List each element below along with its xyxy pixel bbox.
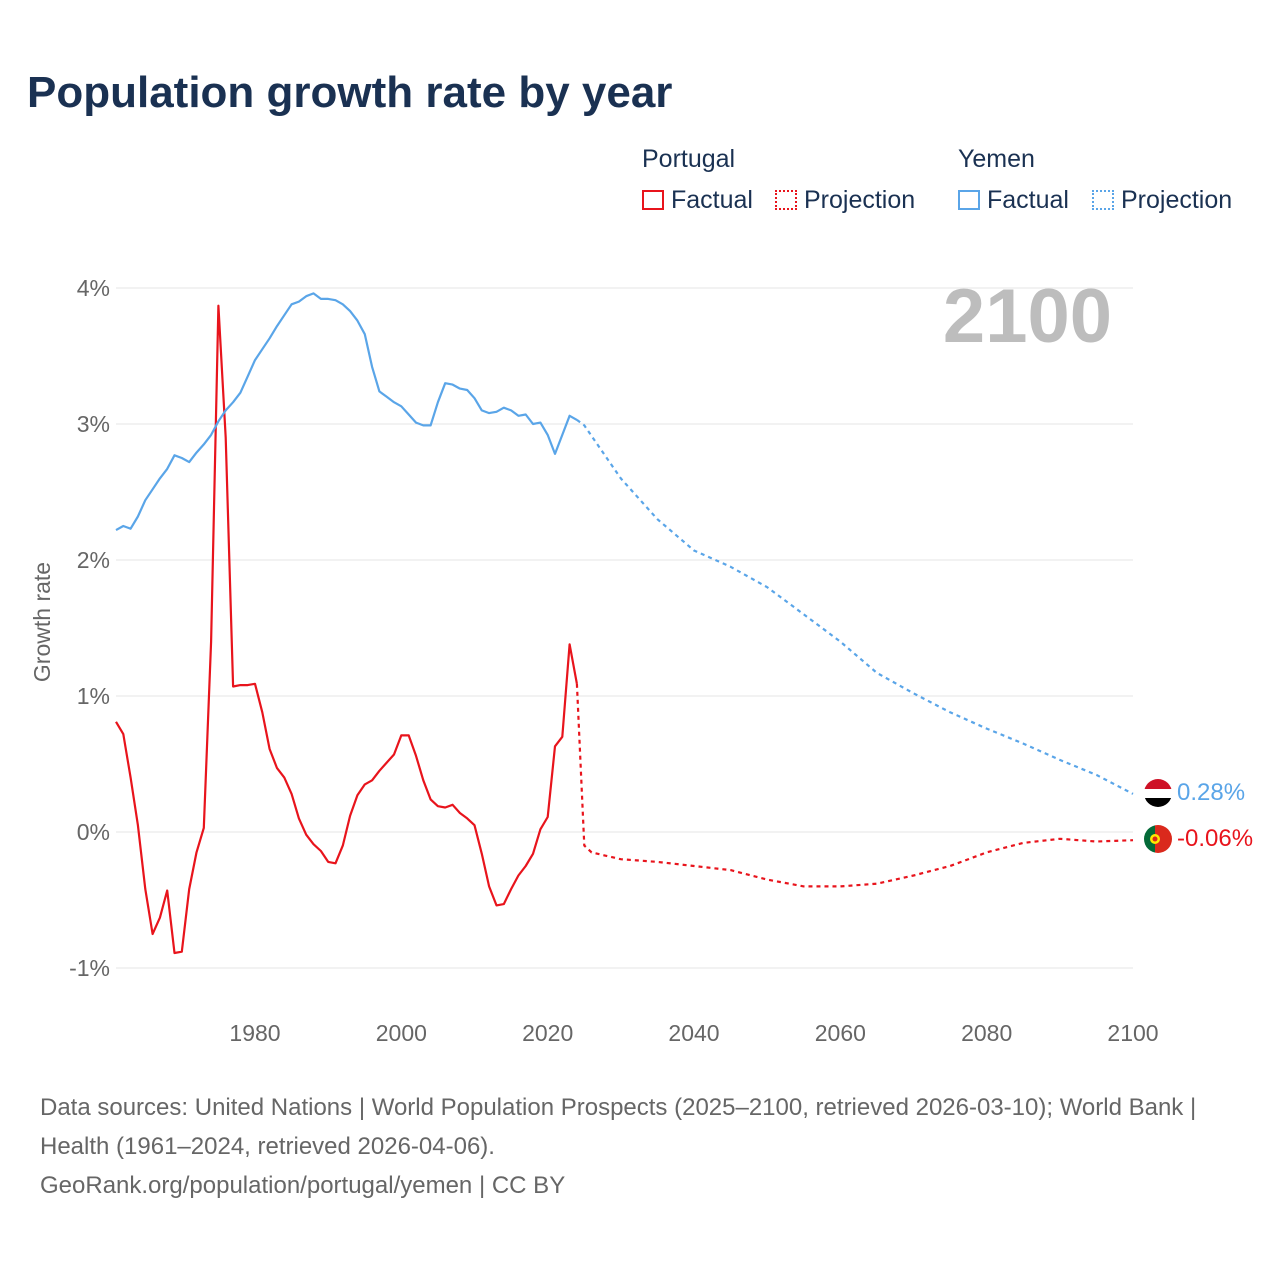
y-axis-label: Growth rate — [29, 562, 55, 682]
portugal-flag-icon — [1144, 825, 1172, 853]
yemen-end-label: 0.28% — [1177, 779, 1245, 806]
legend-yemen-factual[interactable]: Factual — [958, 186, 1069, 215]
footer: Data sources: United Nations | World Pop… — [40, 1088, 1230, 1205]
data-sources: Data sources: United Nations | World Pop… — [40, 1094, 1197, 1160]
x-tick-label: 2040 — [668, 1020, 719, 1046]
year-indicator: 2100 — [943, 274, 1112, 359]
y-tick-label: -1% — [69, 955, 110, 981]
x-tick-label: 1980 — [229, 1020, 280, 1046]
yemen-projection-line — [576, 419, 1134, 795]
chart-title: Population growth rate by year — [27, 68, 673, 117]
portugal-end-label: -0.06% — [1177, 825, 1253, 852]
portugal-projection-line — [575, 683, 1134, 888]
legend-label: Projection — [804, 186, 916, 214]
legend-label: Factual — [671, 186, 753, 214]
x-tick-label: 2100 — [1107, 1020, 1158, 1046]
legend-portugal-title: Portugal — [642, 145, 736, 173]
y-tick-label: 2% — [77, 547, 110, 573]
legend-yemen-title: Yemen — [958, 145, 1035, 173]
legend-yemen-projection[interactable]: Projection — [1092, 186, 1232, 215]
legend-portugal-factual[interactable]: Factual — [642, 186, 753, 215]
x-tick-label: 2000 — [376, 1020, 427, 1046]
legend-label: Projection — [1121, 186, 1233, 214]
y-tick-label: 1% — [77, 683, 110, 709]
y-tick-label: 0% — [77, 819, 110, 845]
yemen-flag-icon — [1144, 779, 1172, 807]
solid-swatch-icon — [642, 190, 664, 210]
y-tick-label: 3% — [77, 411, 110, 437]
chart-area: -1% 0% 1% 2% 3% 4% 1980 2000 2020 2040 2060 2080 210… — [29, 274, 1253, 1046]
portugal-factual-line — [115, 304, 578, 955]
x-tick-label: 2060 — [815, 1020, 866, 1046]
credit-link[interactable]: GeoRank.org/population/portugal/yemen | … — [40, 1172, 566, 1199]
dotted-swatch-icon — [775, 190, 797, 210]
legend-label: Factual — [987, 186, 1069, 214]
dotted-swatch-icon — [1092, 190, 1114, 210]
x-tick-label: 2020 — [522, 1020, 573, 1046]
yemen-factual-line — [115, 292, 578, 532]
x-tick-label: 2080 — [961, 1020, 1012, 1046]
solid-swatch-icon — [958, 190, 980, 210]
legend-portugal-projection[interactable]: Projection — [775, 186, 915, 215]
y-tick-label: 4% — [77, 275, 110, 301]
